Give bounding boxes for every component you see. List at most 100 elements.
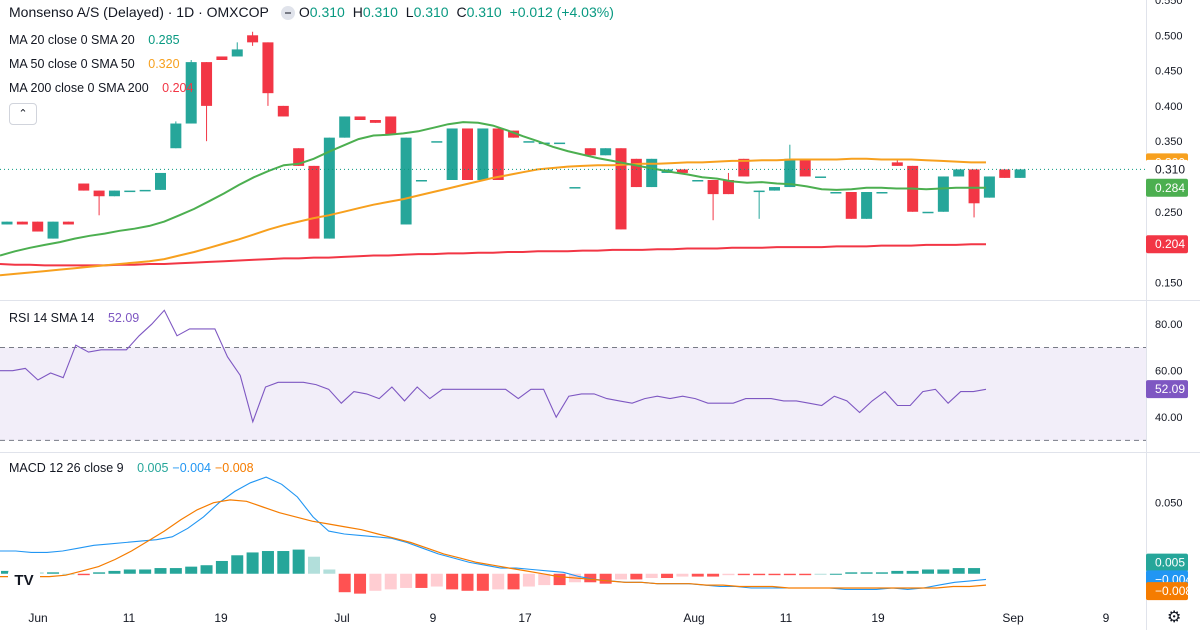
macd-histogram-bar <box>154 568 167 574</box>
candle-body <box>323 137 335 239</box>
macd-line-value: −0.004 <box>172 461 211 475</box>
ma200-value: 0.204 <box>162 81 194 95</box>
candle-body <box>155 172 166 190</box>
macd-histogram-bar <box>292 549 305 574</box>
time-axis-label: 9 <box>430 611 437 625</box>
symbol-menu-icon[interactable] <box>280 6 295 21</box>
time-axis-label: 19 <box>871 611 885 625</box>
macd-histogram-bar <box>814 573 827 575</box>
time-axis-label: Jul <box>334 611 349 625</box>
macd-histogram-bar <box>446 573 459 590</box>
macd-histogram-bar <box>891 570 904 574</box>
time-axis-label: Jun <box>28 611 47 625</box>
candle-body <box>47 221 59 239</box>
candle-body <box>216 56 228 60</box>
macd-histogram-bar <box>308 556 320 574</box>
macd-histogram-bar <box>93 572 106 574</box>
close-value: 0.310 <box>466 4 502 20</box>
rsi-badge-label: 52.09 <box>1155 382 1185 396</box>
rsi-badge <box>1146 380 1188 399</box>
ma20-value: 0.285 <box>148 33 180 47</box>
gear-icon[interactable]: ⚙ <box>1167 609 1182 626</box>
ma200-legend[interactable]: MA 200 close 0 SMA 200 0.204 <box>9 81 197 95</box>
candle-body <box>630 158 642 188</box>
candle-body <box>999 169 1011 178</box>
candle-body <box>968 169 980 204</box>
macd-badge-label: 0.005 <box>1155 556 1185 570</box>
price-badge-label: 0.310 <box>1155 162 1185 176</box>
candle-body <box>830 192 842 194</box>
macd-histogram-bar <box>615 573 627 580</box>
candle-body <box>937 176 949 212</box>
macd-histogram-bar <box>369 573 382 591</box>
macd-histogram-bar <box>829 573 842 575</box>
ma50-legend[interactable]: MA 50 close 0 SMA 50 0.320 <box>9 57 184 71</box>
ma20-legend[interactable]: MA 20 close 0 SMA 20 0.285 <box>9 33 184 47</box>
macd-histogram-bar <box>246 552 259 574</box>
open-value: 0.310 <box>309 4 345 20</box>
candle-body <box>477 128 489 180</box>
ma50-line <box>0 157 986 277</box>
tradingview-logo[interactable]: TV <box>8 568 40 594</box>
candle-body <box>431 141 443 143</box>
macd-badge <box>1146 582 1188 601</box>
rsi-tick-label: 80.00 <box>1155 319 1183 331</box>
macd-histogram-bar <box>599 573 612 584</box>
macd-histogram-bar <box>231 555 244 574</box>
price-tick-label: 0.550 <box>1155 0 1183 7</box>
macd-histogram-bar <box>185 566 198 574</box>
macd-histogram-bar <box>108 570 121 574</box>
candle-body <box>385 116 397 135</box>
candle-body <box>1014 169 1026 178</box>
candle-body <box>983 176 995 198</box>
ma200-line <box>0 243 986 267</box>
rsi-legend[interactable]: RSI 14 SMA 14 52.09 <box>9 311 143 325</box>
candle-body <box>139 189 151 192</box>
price-tick-label: 0.450 <box>1155 66 1183 78</box>
macd-histogram-bar <box>215 560 228 574</box>
candle-body <box>308 165 320 239</box>
candle-body <box>508 130 520 138</box>
macd-histogram-bar <box>860 572 873 574</box>
macd-histogram-bar <box>261 551 274 574</box>
ma20-label: MA 20 close 0 SMA 20 <box>9 33 135 47</box>
macd-histogram-bar <box>691 573 704 577</box>
time-axis-label: Aug <box>683 611 704 625</box>
candle-body <box>170 123 182 149</box>
macd-histogram-bar <box>661 573 674 579</box>
close-label: C <box>456 4 467 20</box>
macd-histogram-bar <box>722 573 735 576</box>
macd-hist-value: 0.005 <box>137 461 169 475</box>
macd-signal-value: −0.008 <box>215 461 254 475</box>
time-axis-label: 9 <box>1103 611 1110 625</box>
macd-histogram-bar <box>461 573 474 591</box>
candle-body <box>108 190 120 197</box>
collapse-legend-button[interactable]: ⌃ <box>9 103 37 125</box>
candle-body <box>523 141 535 143</box>
macd-histogram-bar <box>630 573 643 580</box>
macd-histogram-bar <box>645 573 658 579</box>
macd-histogram-bar <box>845 572 858 574</box>
macd-histogram-bar <box>753 573 766 576</box>
candle-body <box>1 221 13 225</box>
ma20-line <box>0 121 986 257</box>
macd-histogram-bar <box>553 573 566 586</box>
candle-body <box>462 128 473 180</box>
macd-histogram-bar <box>676 573 689 577</box>
macd-histogram-bar <box>952 568 965 574</box>
candle-body <box>446 128 458 180</box>
ma50-value: 0.320 <box>148 57 180 71</box>
ma200-label: MA 200 close 0 SMA 200 <box>9 81 149 95</box>
macd-histogram-bar <box>47 572 60 574</box>
macd-histogram-bar <box>799 573 812 576</box>
candle-body <box>277 105 289 117</box>
macd-histogram-bar <box>707 573 720 577</box>
candle-body <box>201 62 213 106</box>
candle-body <box>722 180 734 195</box>
macd-badge <box>1146 553 1188 572</box>
macd-histogram-bar <box>400 573 413 588</box>
price-tick-label: 0.400 <box>1155 101 1183 113</box>
symbol-name[interactable]: Monsenso A/S (Delayed) · 1D · OMXCOP <box>9 4 269 20</box>
macd-legend[interactable]: MACD 12 26 close 9 0.005 −0.004 −0.008 <box>9 461 258 475</box>
